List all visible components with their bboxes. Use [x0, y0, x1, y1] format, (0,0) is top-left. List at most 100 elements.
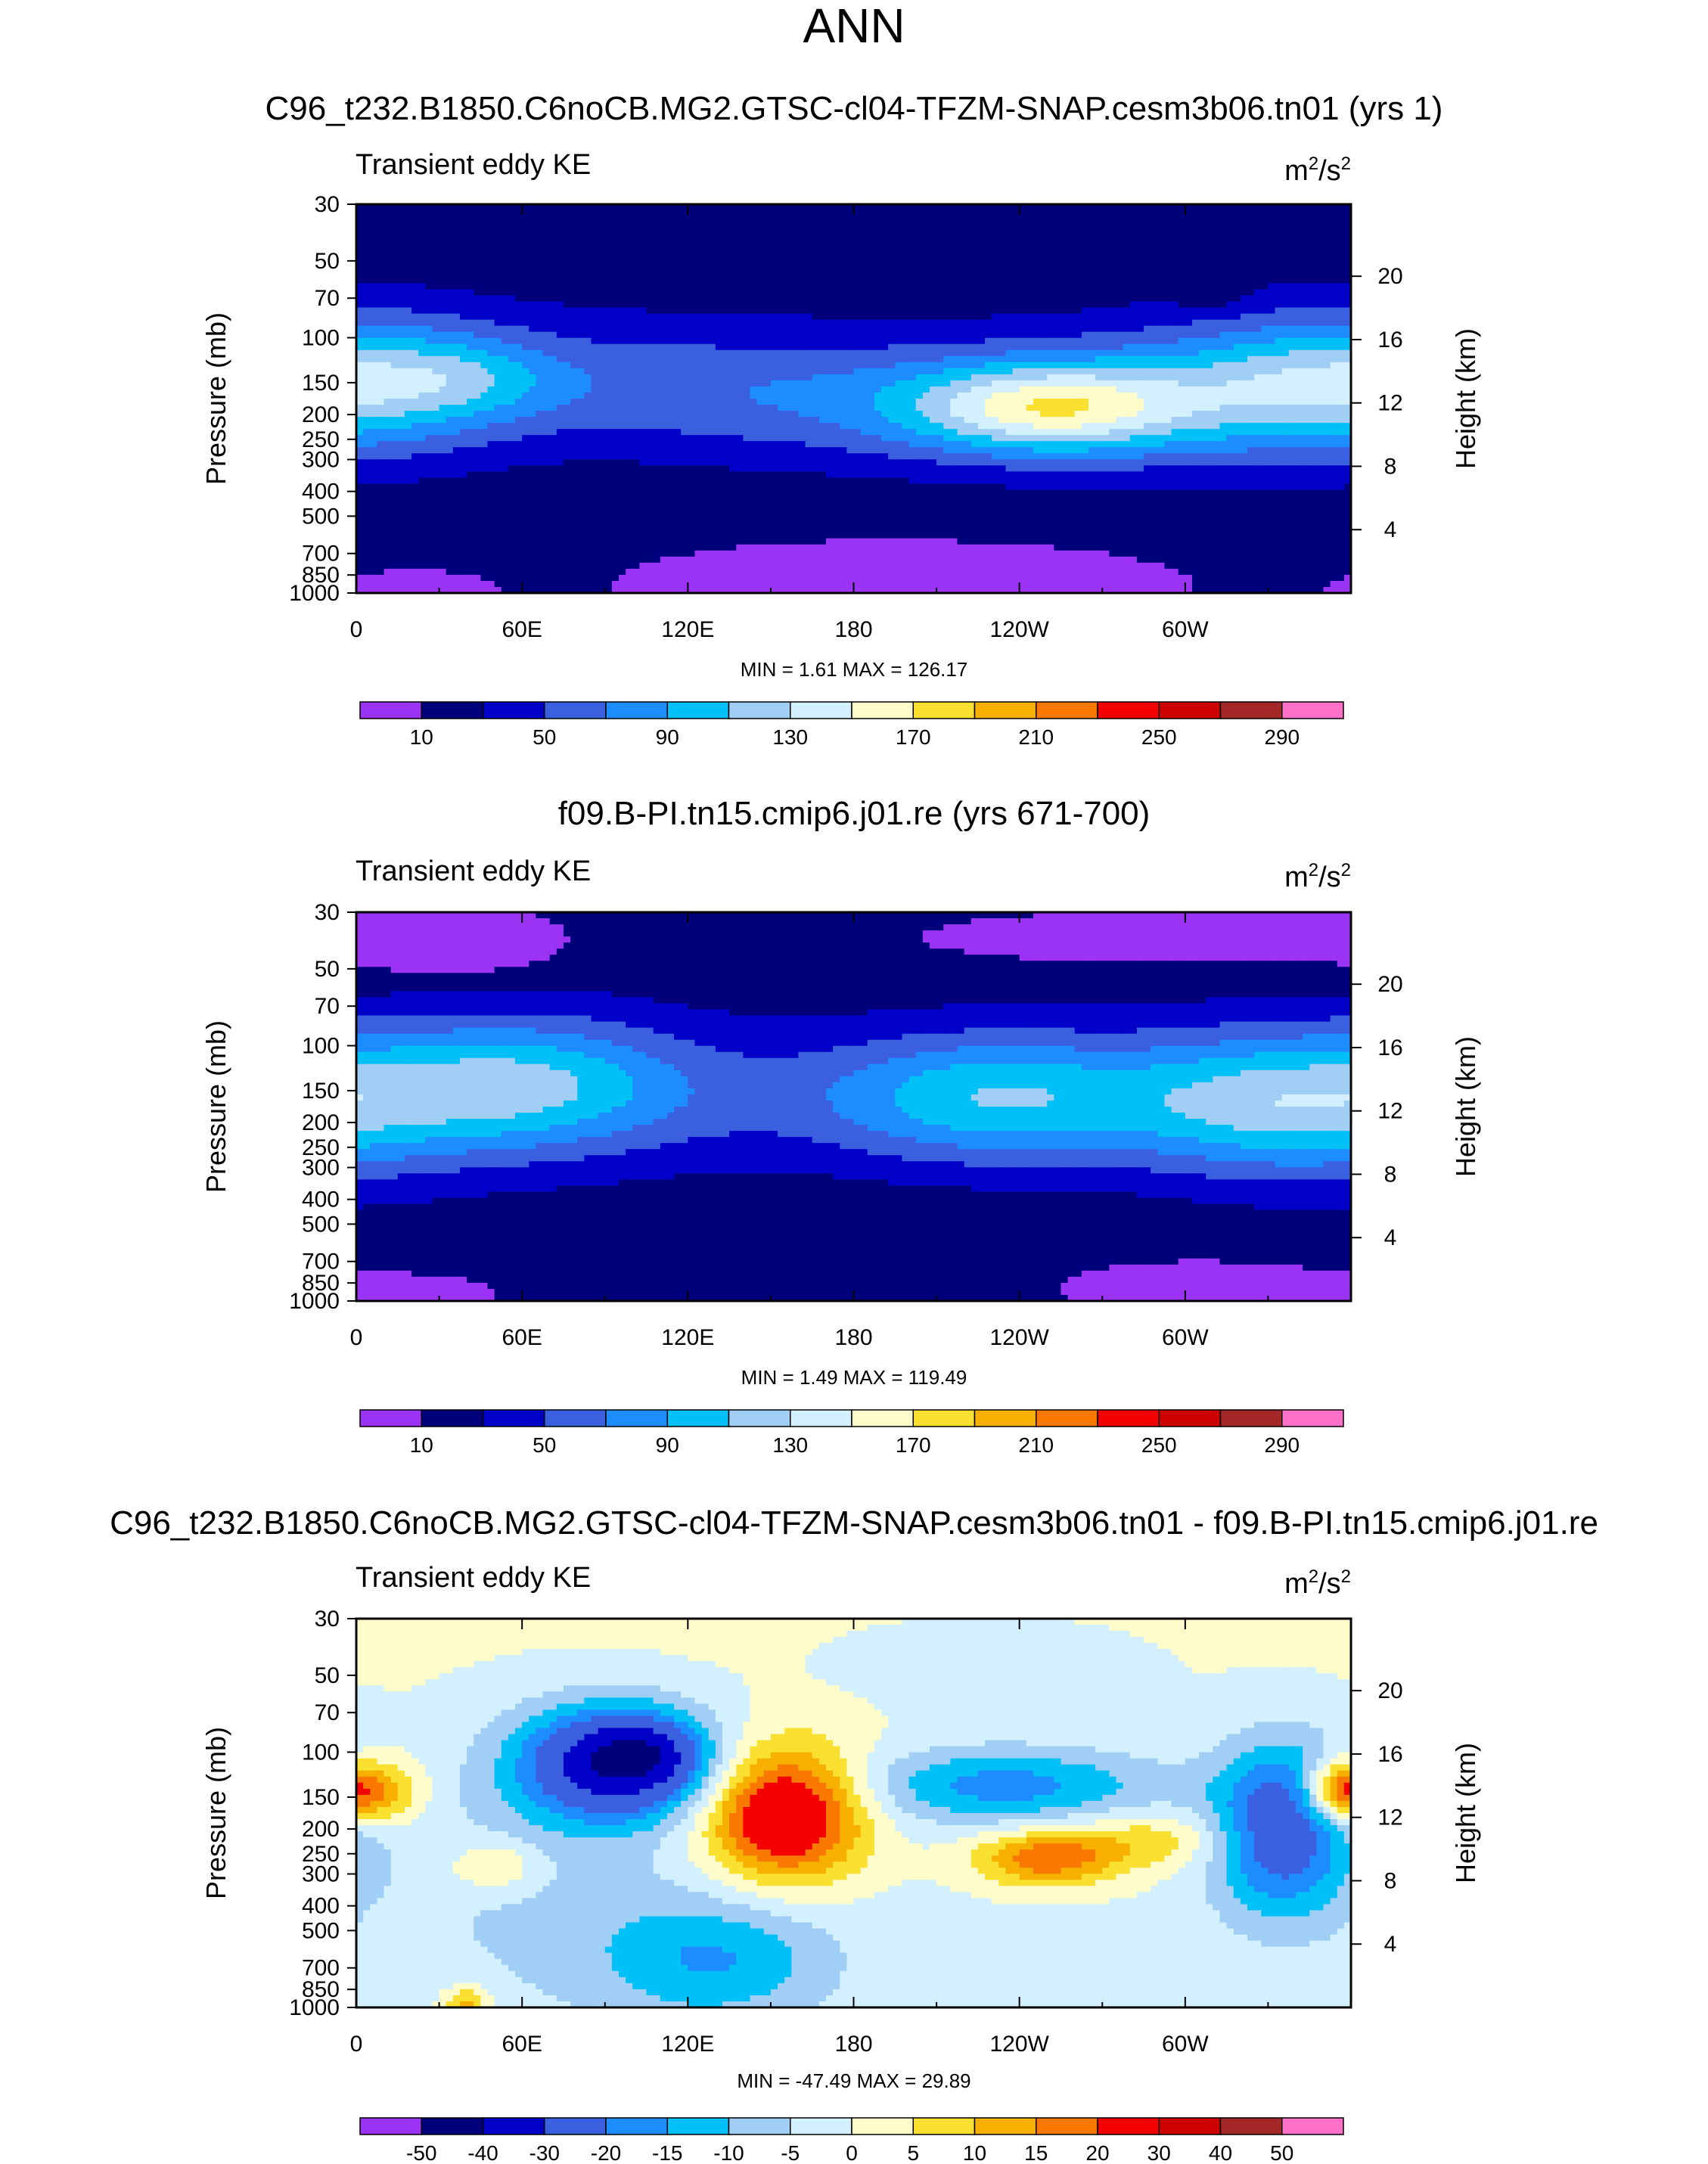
- contour-cell: [1288, 210, 1297, 217]
- contour-cell: [915, 399, 924, 405]
- contour-cell: [1061, 392, 1069, 399]
- contour-cell: [922, 343, 930, 351]
- contour-cell: [1275, 307, 1283, 315]
- contour-cell: [611, 228, 620, 235]
- contour-cell: [474, 277, 481, 284]
- contour-cell: [694, 247, 703, 253]
- contour-cell: [867, 204, 875, 211]
- contour-cell: [1109, 405, 1117, 411]
- contour-cell: [708, 392, 716, 399]
- contour-cell: [653, 241, 661, 247]
- contour-cell: [1226, 349, 1234, 357]
- contour-cell: [446, 247, 454, 253]
- contour-cell: [784, 343, 792, 351]
- contour-cell: [964, 210, 972, 217]
- contour-cell: [377, 283, 385, 290]
- contour-cell: [715, 265, 723, 272]
- contour-cell: [708, 210, 716, 217]
- contour-cell: [1151, 253, 1158, 259]
- contour-cell: [908, 325, 917, 333]
- contour-cell: [639, 241, 647, 247]
- contour-cell: [467, 265, 474, 272]
- contour-cell: [1061, 331, 1069, 339]
- contour-cell: [915, 216, 924, 223]
- contour-cell: [1136, 362, 1144, 369]
- contour-cell: [474, 368, 481, 375]
- contour-cell: [977, 265, 986, 272]
- contour-cell: [611, 319, 620, 327]
- contour-cell: [1254, 234, 1262, 241]
- contour-cell: [356, 405, 364, 411]
- contour-cell: [1061, 399, 1069, 405]
- contour-cell: [404, 271, 412, 278]
- contour-cell: [390, 349, 399, 357]
- contour-cell: [653, 222, 661, 229]
- contour-cell: [1240, 399, 1248, 405]
- contour-cell: [770, 362, 778, 369]
- contour-cell: [853, 222, 862, 229]
- contour-cell: [922, 368, 930, 375]
- contour-cell: [729, 380, 737, 387]
- contour-cell: [888, 392, 896, 399]
- contour-cell: [446, 307, 454, 315]
- contour-cell: [1116, 362, 1124, 369]
- contour-cell: [604, 216, 613, 223]
- contour-cell: [425, 222, 433, 229]
- contour-cell: [888, 271, 896, 278]
- contour-cell: [1116, 259, 1124, 265]
- contour-cell: [452, 210, 461, 217]
- contour-cell: [501, 349, 509, 357]
- contour-cell: [957, 313, 965, 321]
- contour-cell: [977, 343, 986, 351]
- contour-cell: [1040, 259, 1048, 265]
- contour-cell: [950, 355, 958, 363]
- contour-cell: [584, 325, 592, 333]
- contour-cell: [1343, 337, 1351, 345]
- contour-cell: [556, 349, 564, 357]
- contour-cell: [860, 289, 868, 297]
- contour-cell: [1088, 374, 1096, 381]
- contour-cell: [1129, 368, 1138, 375]
- contour-cell: [798, 271, 806, 278]
- contour-cell: [881, 313, 889, 321]
- contour-cell: [1288, 368, 1297, 375]
- contour-cell: [860, 216, 868, 223]
- contour-cell: [998, 337, 1006, 345]
- contour-cell: [763, 343, 772, 351]
- contour-cell: [666, 210, 675, 217]
- contour-cell: [1081, 289, 1089, 297]
- contour-cell: [1316, 362, 1324, 369]
- contour-cell: [536, 355, 544, 363]
- contour-cell: [404, 228, 412, 235]
- contour-cell: [1054, 349, 1062, 357]
- contour-cell: [791, 295, 800, 303]
- contour-cell: [1288, 337, 1297, 345]
- contour-cell: [929, 228, 937, 235]
- contour-cell: [853, 337, 862, 345]
- contour-cell: [404, 204, 412, 211]
- contour-cell: [459, 210, 467, 217]
- contour-cell: [770, 349, 778, 357]
- contour-cell: [902, 374, 910, 381]
- contour-cell: [446, 259, 454, 265]
- contour-cell: [694, 307, 703, 315]
- contour-cell: [604, 325, 613, 333]
- contour-cell: [1095, 368, 1103, 375]
- contour-cell: [1005, 362, 1014, 369]
- contour-cell: [556, 222, 564, 229]
- contour-cell: [384, 331, 392, 339]
- contour-cell: [439, 222, 447, 229]
- contour-cell: [425, 331, 433, 339]
- contour-cell: [397, 259, 405, 265]
- contour-cell: [1095, 325, 1103, 333]
- contour-cell: [977, 405, 986, 411]
- contour-cell: [750, 325, 758, 333]
- contour-cell: [715, 362, 723, 369]
- contour-cell: [908, 392, 917, 399]
- contour-cell: [998, 380, 1006, 387]
- contour-cell: [1123, 307, 1131, 315]
- contour-cell: [515, 253, 523, 259]
- contour-cell: [681, 234, 688, 241]
- contour-cell: [1343, 265, 1351, 272]
- contour-cell: [1309, 204, 1317, 211]
